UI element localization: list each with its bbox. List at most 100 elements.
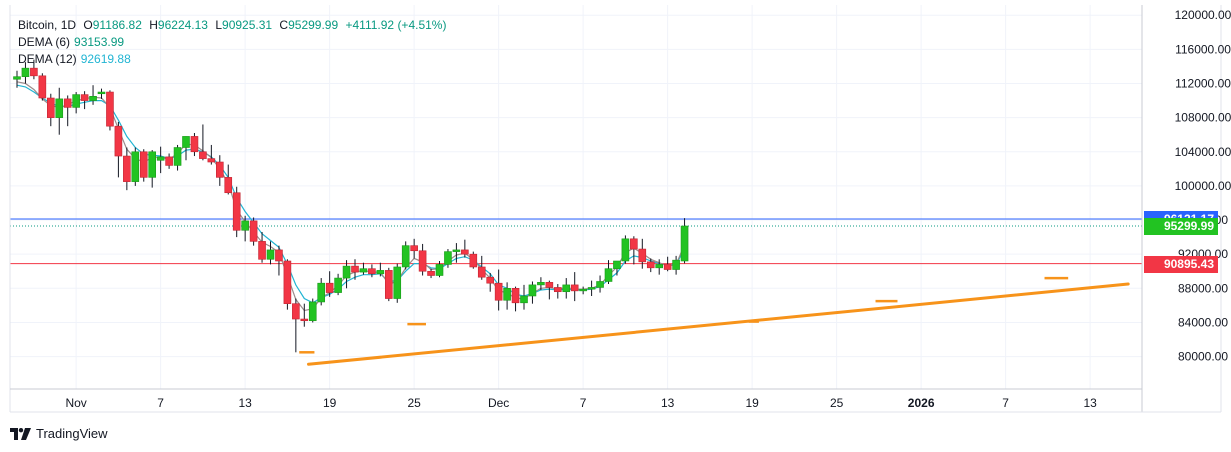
x-tick-label: 2026 [908,396,935,410]
candle [283,259,292,310]
candle [224,164,233,195]
candle [537,277,545,291]
dema6-label: DEMA (6) [18,35,71,49]
candle [114,121,123,178]
x-tick-label: 7 [580,396,587,410]
candle-body [477,266,486,278]
candle-body [123,155,131,182]
candle-body [486,276,495,284]
y-tick-label: 112000.00 [1175,77,1231,91]
candle-body [97,91,106,95]
candle-body [114,125,123,157]
candle-body [241,220,249,231]
dema6-row[interactable]: DEMA (6) 93153.99 [18,34,446,51]
ohlc-row: Bitcoin, 1D O91186.82 H96224.13 L90925.3… [18,18,447,32]
candle-body [545,282,554,288]
candle [300,303,309,327]
candle-body [308,301,317,322]
candle [570,272,579,302]
candle-body [503,288,511,301]
tradingview-icon [10,427,31,440]
candle-body [190,136,199,153]
candle [393,263,402,303]
y-tick-label: 116000.00 [1175,42,1231,56]
candle [80,91,89,110]
candle [148,150,156,188]
candle-body [106,91,114,127]
candle [528,281,537,304]
candle-body [21,67,30,77]
candle-body [334,277,342,293]
chart-legend: Bitcoin, 1D O91186.82 H96224.13 L90925.3… [18,17,446,68]
trend-lines[interactable] [299,276,1130,366]
candle-body [520,295,528,304]
x-tick-label: 7 [1002,396,1009,410]
dema12-row[interactable]: DEMA (12) 92619.88 [18,51,446,68]
low-value: 90925.31 [222,18,273,32]
symbol-name[interactable]: Bitcoin [18,18,55,32]
candle [334,273,342,296]
candle [258,231,266,263]
candle-body [232,192,241,231]
tradingview-logo[interactable]: TradingView [10,426,108,441]
candle [232,186,241,238]
chart-grid [10,5,1142,389]
y-tick-label: 88000.00 [1178,281,1228,295]
candle [351,259,359,280]
candle [55,87,64,135]
candle [97,88,106,99]
candle [89,85,97,105]
y-tick-label: 84000.00 [1178,315,1228,329]
candle-body [587,287,596,290]
y-tick-label: 80000.00 [1178,350,1228,364]
price-label-close: 95299.99 [1144,218,1218,235]
candle-body [72,94,80,108]
x-tick-label: Nov [65,396,86,410]
candle-body [393,266,402,299]
candle-body [38,75,47,99]
dema6-value: 93153.99 [74,35,125,49]
x-tick-label: 19 [745,396,759,410]
candle [680,218,689,264]
close-label: C [279,18,289,32]
x-tick-label: 25 [407,396,421,410]
candle-body [266,249,275,260]
candle [139,149,148,182]
dema-lines [16,81,686,312]
candle [520,284,528,310]
candles [13,59,689,353]
candle-body [630,238,638,250]
candle [452,243,461,263]
interval[interactable]: 1D [60,18,77,32]
candle-body [199,151,207,159]
dema6-line [16,81,686,312]
candle-body [680,225,689,262]
candle [359,262,368,275]
candle [435,261,444,278]
candle [545,280,554,300]
candle [444,249,452,268]
candle-body [46,97,55,118]
candle-body [452,249,461,252]
change-value: +4111.92 (+4.51%) [345,18,447,32]
x-tick-label: 13 [1083,396,1097,410]
candle [486,272,495,292]
candle [368,264,376,278]
low-label: L [215,18,223,32]
candle-body [317,282,326,303]
candle [207,144,216,165]
candle [469,251,478,269]
candle-body [55,98,64,118]
x-tick-label: 19 [323,396,337,410]
candle-body [275,249,283,262]
candle-body [292,303,300,320]
candle [13,70,21,88]
candle [384,267,393,302]
candle-body [494,282,503,301]
candle-body [621,238,630,262]
candle [249,217,258,246]
candle-body [511,288,520,304]
candle-body [325,282,334,293]
candle-body [579,288,587,292]
